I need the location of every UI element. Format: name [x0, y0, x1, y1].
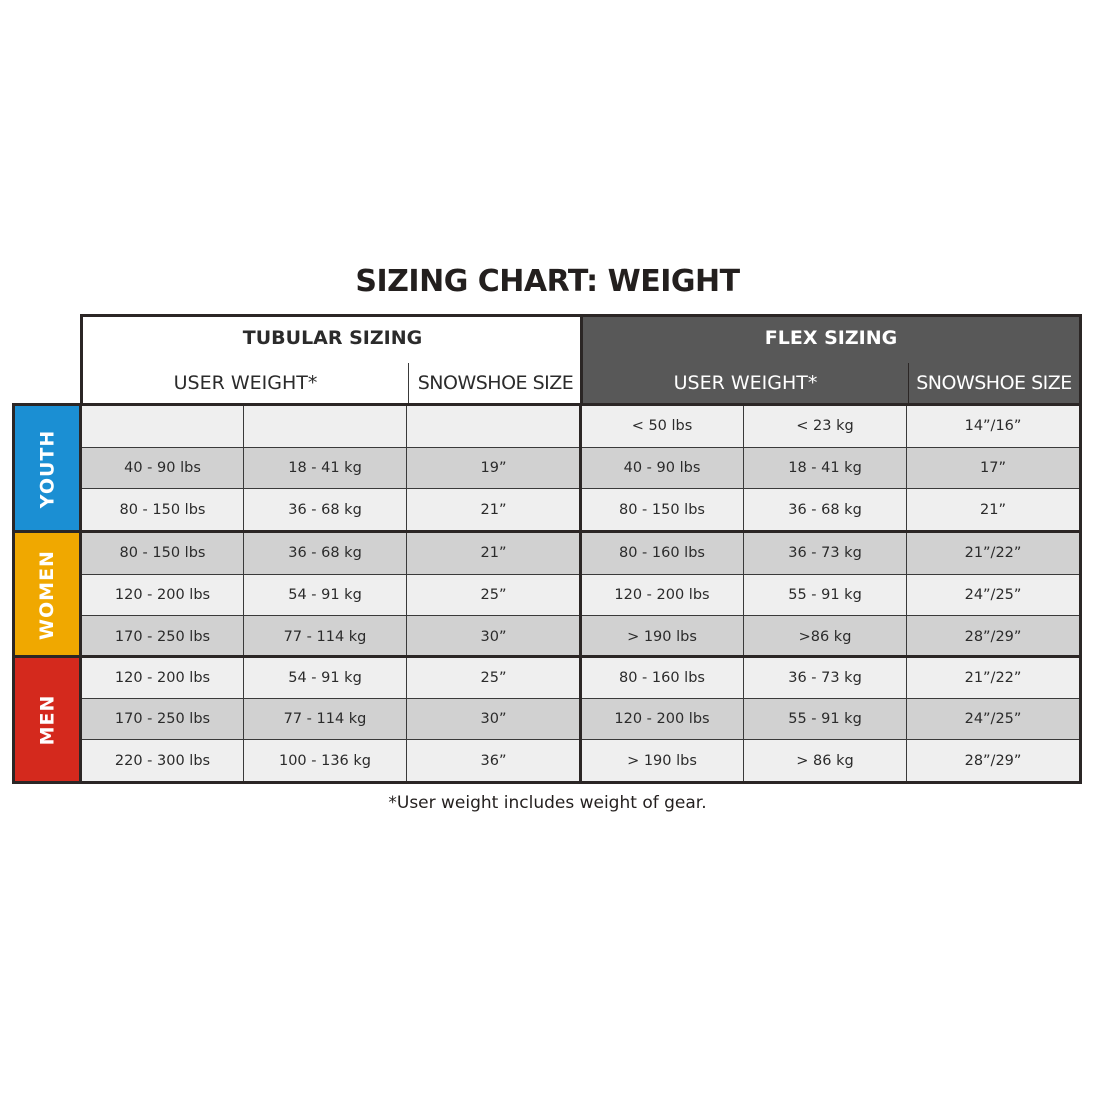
- cell-flex-size: 28”/29”: [907, 740, 1080, 782]
- group-label-text: YOUTH: [36, 429, 58, 508]
- cell-flex-kg: 18 - 41 kg: [744, 448, 907, 489]
- cell-tubular-size: 21”: [407, 532, 581, 575]
- cell-tubular-lbs: 120 - 200 lbs: [82, 575, 244, 616]
- page-title: SIZING CHART: WEIGHT: [355, 264, 740, 299]
- cell-flex-size: 17”: [907, 448, 1080, 489]
- flex-size-header: SNOWSHOE SIZE: [916, 372, 1072, 394]
- cell-tubular-lbs: 120 - 200 lbs: [82, 657, 244, 699]
- footnote: *User weight includes weight of gear.: [388, 793, 707, 813]
- cell-flex-lbs: 80 - 160 lbs: [581, 657, 744, 699]
- cell-tubular-kg: 54 - 91 kg: [244, 575, 407, 616]
- group-border-tubular: [79, 655, 582, 784]
- group-label-women: WOMEN: [12, 530, 82, 660]
- group-border-tubular: [79, 530, 582, 660]
- cell-tubular-lbs: [82, 405, 244, 448]
- cell-tubular-size: 30”: [407, 699, 581, 740]
- cell-flex-lbs: 120 - 200 lbs: [581, 575, 744, 616]
- cell-tubular-kg: 77 - 114 kg: [244, 699, 407, 740]
- cell-flex-kg: 36 - 73 kg: [744, 657, 907, 699]
- group-border-tubular: [79, 403, 582, 534]
- cell-tubular-kg: 18 - 41 kg: [244, 448, 407, 489]
- cell-tubular-kg: 100 - 136 kg: [244, 740, 407, 782]
- group-border-flex: [579, 655, 1082, 784]
- tubular-title: TUBULAR SIZING: [242, 327, 423, 349]
- cell-flex-size: 21”/22”: [907, 532, 1080, 575]
- cell-flex-lbs: 40 - 90 lbs: [581, 448, 744, 489]
- cell-flex-size: 24”/25”: [907, 575, 1080, 616]
- cell-flex-lbs: > 190 lbs: [581, 740, 744, 782]
- cell-tubular-kg: 77 - 114 kg: [244, 616, 407, 658]
- cell-tubular-size: 25”: [407, 657, 581, 699]
- cell-tubular-size: 19”: [407, 448, 581, 489]
- cell-flex-kg: > 86 kg: [744, 740, 907, 782]
- cell-tubular-kg: 36 - 68 kg: [244, 489, 407, 532]
- cell-flex-kg: 36 - 73 kg: [744, 532, 907, 575]
- cell-flex-lbs: 120 - 200 lbs: [581, 699, 744, 740]
- cell-flex-lbs: 80 - 160 lbs: [581, 532, 744, 575]
- cell-flex-kg: 55 - 91 kg: [744, 575, 907, 616]
- cell-flex-size: 21”: [907, 489, 1080, 532]
- cell-tubular-kg: 36 - 68 kg: [244, 532, 407, 575]
- flex-title: FLEX SIZING: [764, 327, 898, 349]
- group-border-flex: [579, 530, 1082, 660]
- cell-tubular-kg: [244, 405, 407, 448]
- group-label-text: WOMEN: [36, 550, 58, 640]
- cell-tubular-size: [407, 405, 581, 448]
- cell-flex-size: 24”/25”: [907, 699, 1080, 740]
- tubular-weight-header: USER WEIGHT*: [173, 372, 318, 394]
- cell-tubular-size: 25”: [407, 575, 581, 616]
- cell-flex-size: 14”/16”: [907, 405, 1080, 448]
- flex-weight-header: USER WEIGHT*: [673, 372, 818, 394]
- divider: [408, 363, 409, 408]
- tubular-size-header: SNOWSHOE SIZE: [417, 372, 574, 394]
- group-border-flex: [579, 403, 1082, 534]
- cell-tubular-size: 30”: [407, 616, 581, 658]
- cell-flex-lbs: < 50 lbs: [581, 405, 744, 448]
- group-label-men: MEN: [12, 655, 82, 784]
- group-label-text: MEN: [35, 694, 58, 745]
- cell-tubular-lbs: 80 - 150 lbs: [82, 532, 244, 575]
- group-label-youth: YOUTH: [12, 403, 82, 534]
- cell-flex-size: 21”/22”: [907, 657, 1080, 699]
- divider: [908, 363, 909, 408]
- cell-tubular-lbs: 170 - 250 lbs: [82, 616, 244, 658]
- cell-flex-kg: 55 - 91 kg: [744, 699, 907, 740]
- flex-header: FLEX SIZING USER WEIGHT* SNOWSHOE SIZE: [580, 314, 1082, 408]
- cell-tubular-kg: 54 - 91 kg: [244, 657, 407, 699]
- cell-tubular-lbs: 80 - 150 lbs: [82, 489, 244, 532]
- cell-tubular-lbs: 40 - 90 lbs: [82, 448, 244, 489]
- tubular-header: TUBULAR SIZING USER WEIGHT* SNOWSHOE SIZ…: [80, 314, 582, 408]
- cell-flex-kg: >86 kg: [744, 616, 907, 658]
- cell-tubular-lbs: 170 - 250 lbs: [82, 699, 244, 740]
- cell-flex-kg: < 23 kg: [744, 405, 907, 448]
